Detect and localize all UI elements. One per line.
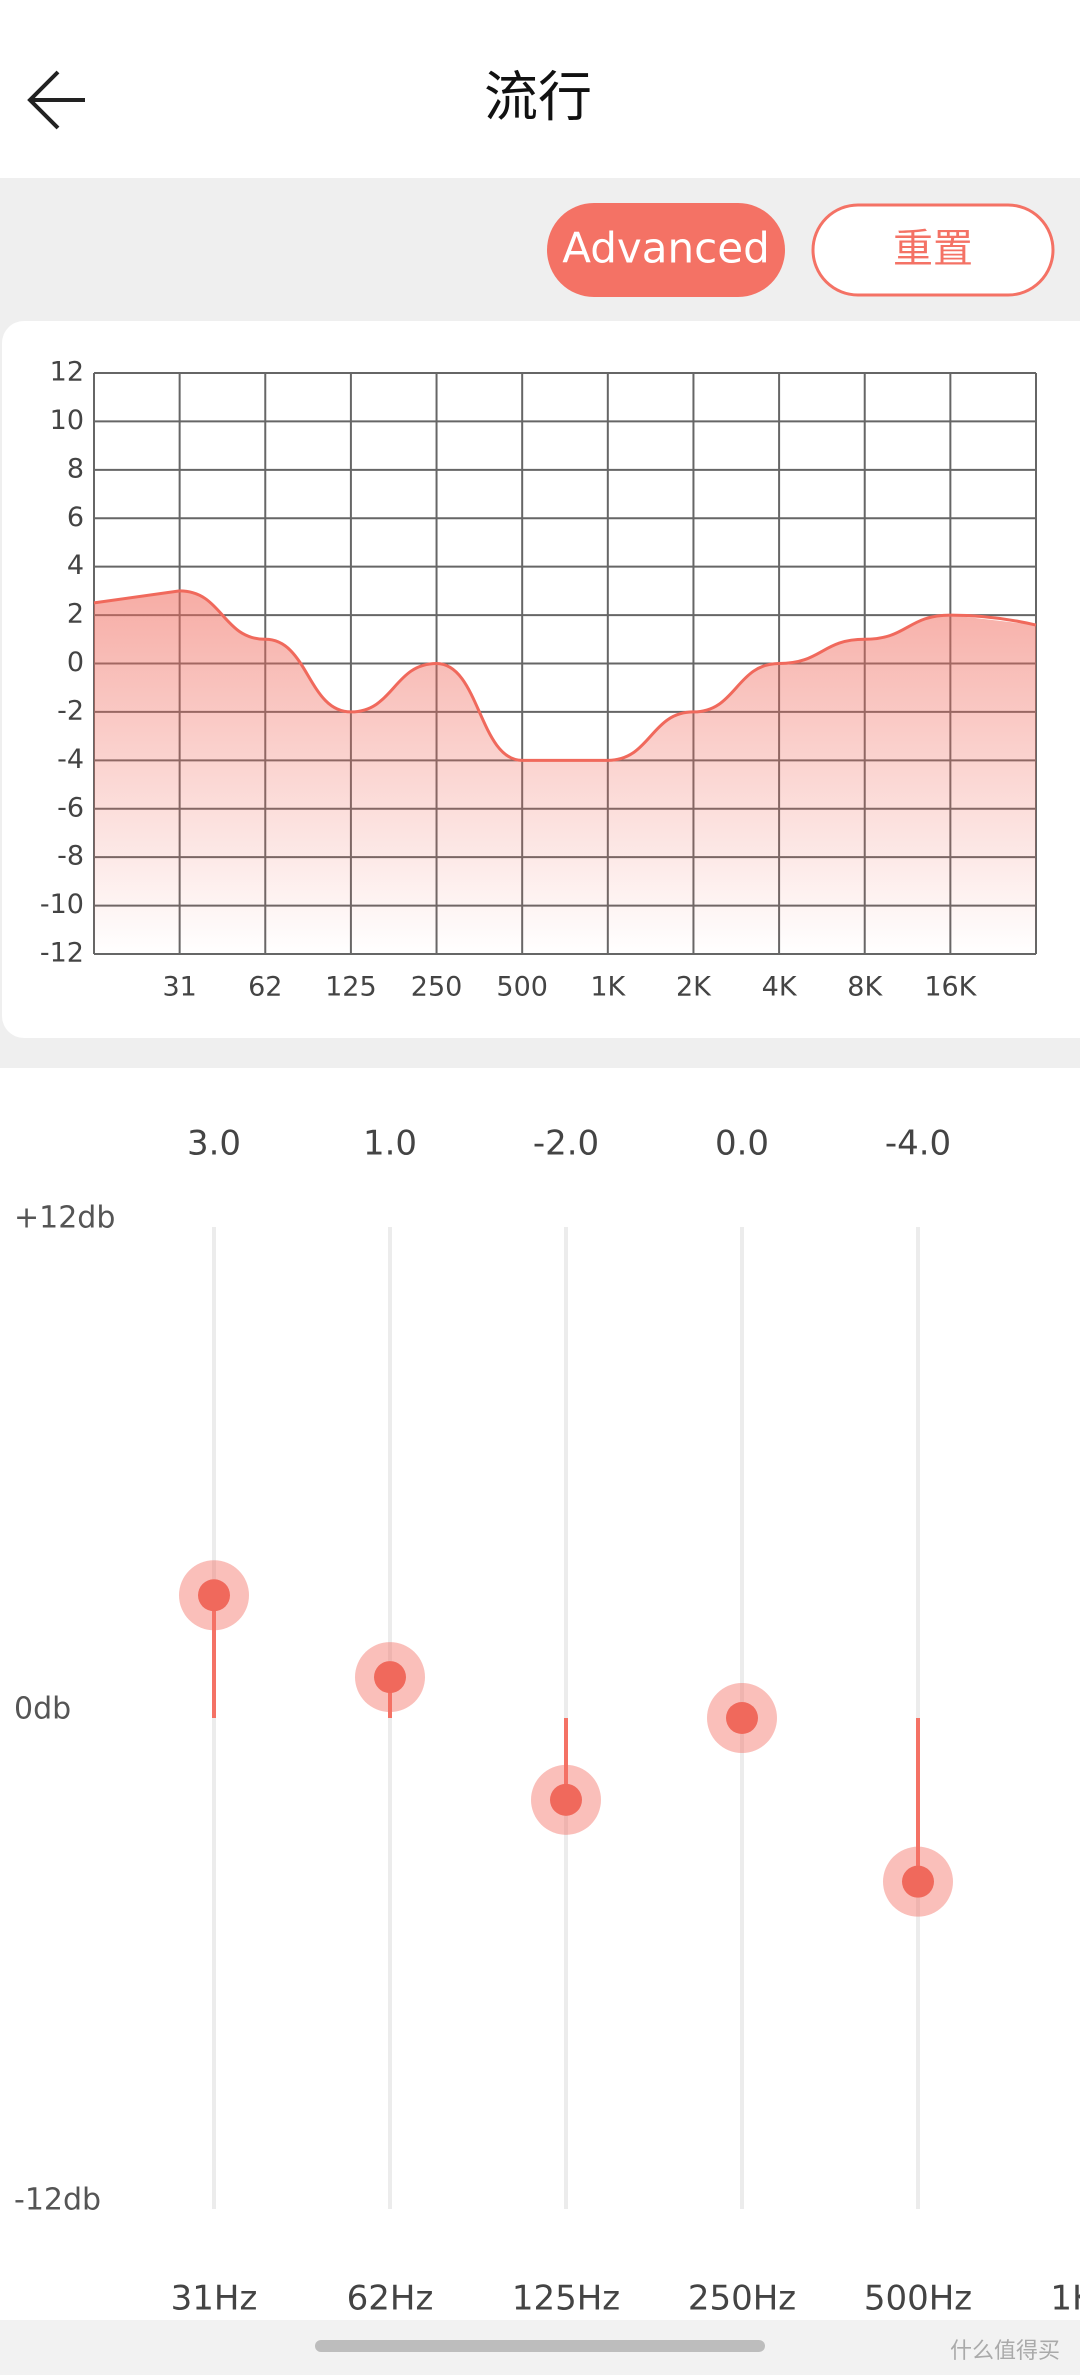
advanced-label: Advanced xyxy=(562,224,769,273)
back-button[interactable] xyxy=(27,70,85,130)
db-scale-label: -12db xyxy=(14,2183,101,2218)
slider-knob[interactable] xyxy=(374,1661,406,1694)
y-tick-label: 10 xyxy=(50,405,84,436)
x-tick-label: 1K xyxy=(590,972,626,1003)
band-value: 3.0 xyxy=(187,1124,241,1164)
y-tick-label: -10 xyxy=(40,889,84,920)
x-tick-label: 31 xyxy=(162,972,196,1003)
advanced-button[interactable] xyxy=(547,203,785,297)
band-value: -4.0 xyxy=(885,1124,951,1164)
y-tick-label: 12 xyxy=(50,357,84,388)
band-frequency: 125Hz xyxy=(512,2279,620,2319)
y-tick-label: 8 xyxy=(67,453,84,484)
x-tick-label: 16K xyxy=(924,972,977,1003)
eq-sliders: +12db 0db -12db 31Hz 3.0 62Hz 1.0 125Hz -2.0 250H… xyxy=(14,1124,1080,2319)
y-tick-label: -2 xyxy=(57,695,84,726)
db-scale-label: +12db xyxy=(14,1201,115,1236)
slider-knob[interactable] xyxy=(726,1702,758,1734)
band-frequency: 1KHz xyxy=(1050,2279,1080,2319)
band-frequency: 250Hz xyxy=(688,2279,796,2319)
band-frequency: 31Hz xyxy=(171,2279,258,2319)
slider-knob[interactable] xyxy=(550,1783,582,1816)
y-tick-label: -8 xyxy=(57,841,84,872)
y-tick-label: -12 xyxy=(40,938,84,969)
eq-graph: -12 -10 -8 -6 -4 -2 0 2 4 6 8 10 12 31 62 125 250 500 1K 2K… xyxy=(40,357,1037,1003)
reset-label: 重置 xyxy=(893,226,973,272)
page-title: 流行 xyxy=(484,66,592,129)
band-frequency: 62Hz xyxy=(347,2279,434,2319)
watermark: 什么值得买 xyxy=(950,2339,1060,2364)
x-tick-label: 250 xyxy=(411,972,463,1003)
y-tick-label: 2 xyxy=(67,599,84,630)
reset-button[interactable] xyxy=(811,203,1055,297)
home-indicator[interactable] xyxy=(315,2340,765,2352)
header-bg xyxy=(0,0,1080,178)
db-scale-label: 0db xyxy=(14,1692,71,1727)
y-tick-label: 0 xyxy=(67,647,84,678)
x-tick-label: 62 xyxy=(248,972,282,1003)
band-value: 0.0 xyxy=(715,1124,769,1164)
curve-edge xyxy=(950,613,1037,627)
slider-knob[interactable] xyxy=(198,1579,230,1612)
x-tick-label: 8K xyxy=(847,972,883,1003)
y-tick-label: 4 xyxy=(67,550,84,581)
curve-area xyxy=(94,590,1036,954)
y-tick-label: -6 xyxy=(57,792,84,823)
y-tick-label: -4 xyxy=(57,744,84,775)
y-tick-label: 6 xyxy=(67,502,84,533)
x-tick-label: 125 xyxy=(325,972,377,1003)
band-value: -2.0 xyxy=(533,1124,599,1164)
x-tick-label: 500 xyxy=(496,972,548,1003)
curve-edge xyxy=(93,589,180,605)
x-tick-label: 2K xyxy=(676,972,712,1003)
band-value: 1.0 xyxy=(363,1124,417,1164)
band-frequency: 500Hz xyxy=(864,2279,972,2319)
eq-curve xyxy=(179,589,951,762)
slider-knob[interactable] xyxy=(902,1865,934,1898)
x-tick-label: 4K xyxy=(762,972,798,1003)
